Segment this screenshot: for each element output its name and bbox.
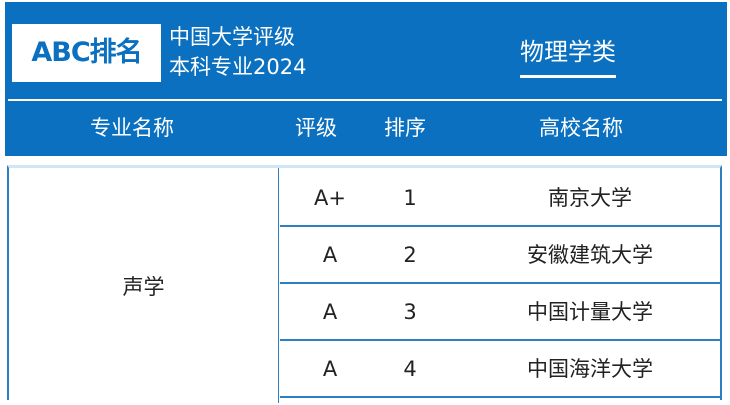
grade-cell: A+ — [314, 186, 346, 210]
table-row: A+ 1 南京大学 — [280, 170, 722, 227]
rank-cell: 2 — [403, 243, 417, 267]
table-row: A 2 安徽建筑大学 — [280, 227, 722, 284]
major-cell: 声学 — [9, 168, 279, 403]
column-header-grade: 评级 — [295, 116, 337, 140]
rank-cell: 3 — [403, 300, 417, 324]
rank-cell: 1 — [403, 186, 417, 210]
subtitle-line2: 本科专业2024 — [169, 55, 307, 79]
table-row: A 3 中国计量大学 — [280, 284, 722, 341]
school-cell: 中国计量大学 — [527, 300, 653, 324]
column-header-rank: 排序 — [384, 116, 426, 140]
rank-cell: 4 — [403, 357, 417, 381]
school-cell: 安徽建筑大学 — [527, 243, 653, 267]
subtitle-line1: 中国大学评级 — [169, 25, 295, 49]
grade-cell: A — [322, 243, 338, 267]
category-title: 物理学类 — [520, 32, 616, 78]
grade-cell: A — [322, 357, 338, 381]
grade-cell: A — [322, 300, 338, 324]
ranking-table: 声学 A+ 1 南京大学 A 2 安徽建筑大学 A 3 中国计量大学 A 4 中… — [7, 165, 722, 403]
school-cell: 中国海洋大学 — [527, 357, 653, 381]
school-cell: 南京大学 — [548, 186, 632, 210]
subtitle: 中国大学评级 本科专业2024 — [169, 22, 306, 82]
header-banner: ABC排名 中国大学评级 本科专业2024 物理学类 专业名称 评级 排序 高校… — [5, 2, 727, 156]
column-header-school: 高校名称 — [539, 116, 623, 140]
column-header-major: 专业名称 — [90, 116, 174, 140]
divider — [8, 99, 722, 101]
table-row: A 4 中国海洋大学 — [280, 341, 722, 398]
logo: ABC排名 — [12, 24, 161, 82]
